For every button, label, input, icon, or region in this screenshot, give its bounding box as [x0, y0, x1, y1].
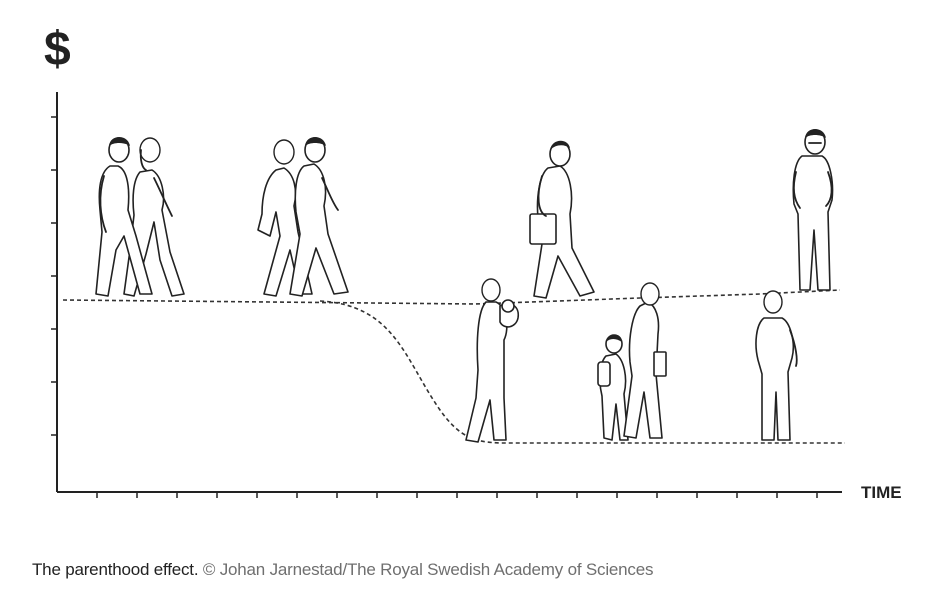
x-axis-time-label: TIME: [861, 483, 902, 502]
x-axis: TIME: [57, 483, 902, 502]
standing-person-figure: [755, 290, 798, 441]
caption-credit: © Johan Jarnestad/The Royal Swedish Acad…: [202, 560, 654, 579]
y-axis-ticks: [51, 116, 57, 436]
woman-with-baby-figure: [465, 278, 520, 443]
parent-with-child-figure: [597, 282, 667, 441]
woman-walking: [123, 137, 185, 297]
man-walking: [289, 137, 349, 297]
walking-couple-figure-2: [257, 137, 349, 297]
y-axis-dollar-label: $: [44, 23, 71, 76]
parent-income-path: [319, 300, 845, 444]
parent: [623, 282, 667, 439]
man-with-bag-figure: [529, 140, 595, 299]
x-axis-ticks: [96, 492, 818, 498]
parenthood-effect-figure: .ink { stroke: #222; fill: none; stroke-…: [44, 23, 902, 502]
figure-caption: The parenthood effect. © Johan Jarnestad…: [32, 560, 653, 580]
man-walking: [95, 137, 153, 297]
man-standing-figure: [792, 129, 834, 291]
walking-couple-figure-1: [95, 137, 185, 297]
child: [597, 334, 629, 441]
y-axis: $: [44, 23, 71, 492]
caption-title: The parenthood effect.: [32, 560, 199, 579]
income-paths: [62, 289, 845, 444]
